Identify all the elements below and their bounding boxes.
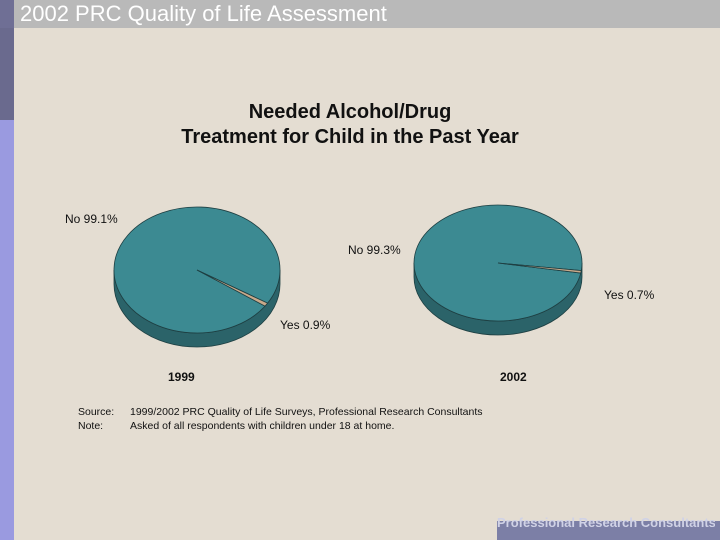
footer-bar — [497, 521, 720, 540]
note-key: Note: — [78, 420, 104, 432]
chart-title-line-2: Treatment for Child in the Past Year — [181, 126, 519, 148]
chart-notes: Source: 1999/2002 PRC Quality of Life Su… — [78, 405, 483, 433]
source-note: Source: 1999/2002 PRC Quality of Life Su… — [78, 405, 483, 419]
left-strip-dark — [0, 28, 14, 120]
pie-1999-label-no: No 99.1% — [65, 212, 118, 226]
pie-2002-label-yes: Yes 0.7% — [604, 288, 655, 302]
footer-brand-text: Professional Research Consultants — [497, 515, 715, 530]
source-text: 1999/2002 PRC Quality of Life Surveys, P… — [130, 406, 483, 418]
left-corner-block — [0, 0, 14, 28]
pie-2002-label-no: No 99.3% — [348, 243, 401, 257]
chart-title-line-1: Needed Alcohol/Drug — [248, 101, 452, 123]
pie-1999-label-yes: Yes 0.9% — [280, 318, 331, 332]
note-text: Asked of all respondents with children u… — [130, 420, 395, 432]
pie-2002-slice-no — [413, 204, 583, 322]
left-strip-light — [0, 120, 14, 540]
chart-title: Needed Alcohol/Drug Treatment for Child … — [100, 100, 600, 150]
header-bar — [0, 0, 720, 28]
source-key: Source: — [78, 406, 115, 418]
pie-2002-year: 2002 — [500, 370, 527, 384]
slide-title: 2002 PRC Quality of Life Assessment — [20, 1, 387, 26]
note-row: Note: Asked of all respondents with chil… — [78, 419, 483, 433]
pie-1999-year: 1999 — [168, 370, 195, 384]
pie-1999-slice-yes — [196, 269, 269, 307]
pie-2002-slice-yes — [497, 262, 582, 274]
